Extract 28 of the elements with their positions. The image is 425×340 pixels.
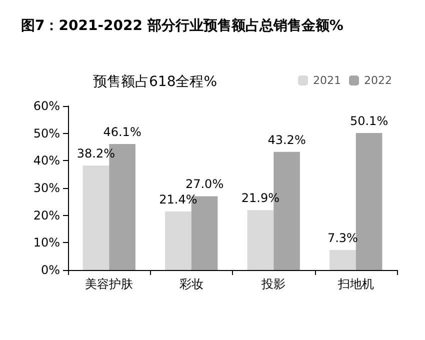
x-tick-label: 美容护肤 [85,277,134,291]
data-label: 43.2% [268,132,306,147]
data-label: 50.1% [350,114,388,128]
y-tick-label: 10% [33,236,60,250]
legend-label: 2022 [364,74,392,87]
data-label: 21.4% [159,192,198,207]
x-tick-label: 彩妆 [179,277,204,291]
y-tick-label: 40% [33,154,60,168]
legend-label: 2021 [313,74,342,87]
bar [165,212,192,270]
y-tick-label: 30% [33,181,60,195]
y-tick-label: 60% [33,99,60,113]
data-label: 21.9% [241,191,280,206]
data-label: 38.2% [76,146,116,161]
data-label: 27.0% [185,177,224,192]
data-label: 46.1% [103,124,142,139]
bar [82,166,110,270]
x-tick-label: 投影 [260,277,286,291]
y-tick-label: 50% [33,126,60,140]
x-tick-label: 扫地机 [336,277,374,291]
y-tick-label: 20% [33,208,60,222]
chart-title: 图7：2021-2022 部分行业预售额占总销售金额% [21,17,344,34]
chart-subtitle: 预售额占618全程% [93,74,218,90]
bar [330,250,356,270]
data-label: 7.3% [327,231,358,246]
bar [356,133,382,270]
y-tick-label: 0% [40,263,60,277]
bar [247,210,274,270]
